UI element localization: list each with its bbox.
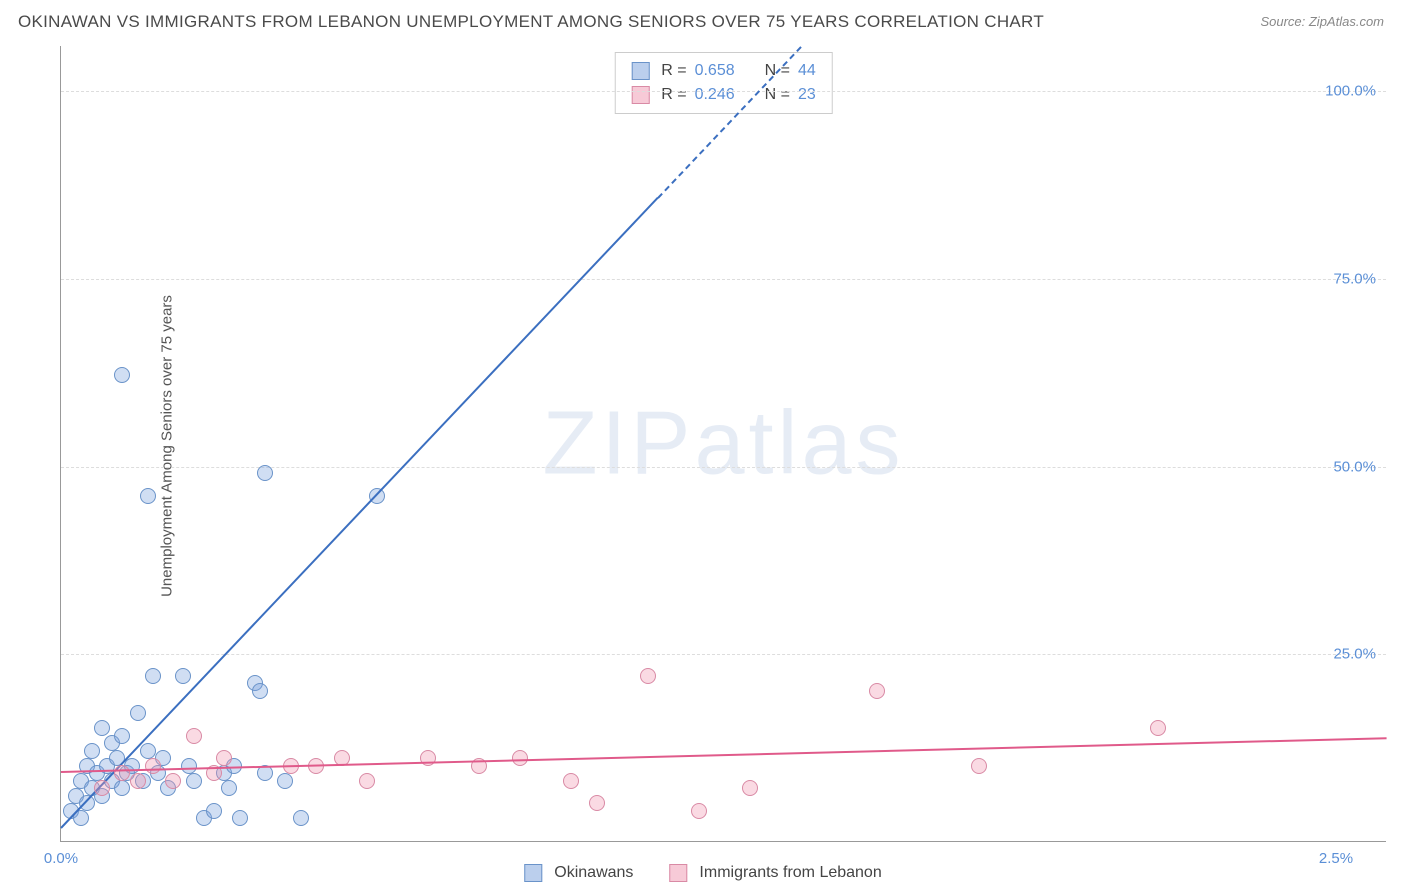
legend-swatch — [524, 864, 542, 882]
r-value: 0.246 — [695, 83, 735, 107]
data-point — [691, 803, 707, 819]
data-point — [140, 743, 156, 759]
data-point — [221, 780, 237, 796]
data-point — [186, 728, 202, 744]
r-label: R = — [661, 83, 686, 107]
data-point — [589, 795, 605, 811]
y-tick-label: 100.0% — [1325, 83, 1376, 100]
data-point — [114, 780, 130, 796]
data-point — [1150, 720, 1166, 736]
data-point — [869, 683, 885, 699]
data-point — [206, 803, 222, 819]
data-point — [94, 720, 110, 736]
data-point — [84, 743, 100, 759]
data-point — [145, 758, 161, 774]
gridline — [61, 654, 1386, 655]
data-point — [232, 810, 248, 826]
data-point — [114, 367, 130, 383]
data-point — [130, 773, 146, 789]
data-point — [277, 773, 293, 789]
data-point — [742, 780, 758, 796]
data-point — [563, 773, 579, 789]
data-point — [252, 683, 268, 699]
data-point — [181, 758, 197, 774]
data-point — [114, 728, 130, 744]
legend-swatch — [631, 62, 649, 80]
gridline — [61, 91, 1386, 92]
regression-line — [60, 197, 658, 829]
data-point — [971, 758, 987, 774]
n-value: 44 — [798, 59, 816, 83]
data-point — [359, 773, 375, 789]
data-point — [140, 488, 156, 504]
legend-label: Immigrants from Lebanon — [699, 864, 881, 882]
data-point — [186, 773, 202, 789]
series-legend: Okinawans Immigrants from Lebanon — [524, 864, 881, 882]
legend-swatch — [631, 86, 649, 104]
stats-legend: R = 0.658N = 44R = 0.246 N = 23 — [614, 52, 833, 114]
gridline — [61, 279, 1386, 280]
data-point — [114, 765, 130, 781]
data-point — [257, 465, 273, 481]
regression-line — [61, 737, 1387, 773]
data-point — [130, 705, 146, 721]
legend-item: Immigrants from Lebanon — [669, 864, 881, 882]
n-label: N = — [765, 83, 790, 107]
legend-label: Okinawans — [554, 864, 633, 882]
chart-title: OKINAWAN VS IMMIGRANTS FROM LEBANON UNEM… — [18, 12, 1044, 32]
r-label: R = — [661, 59, 686, 83]
x-tick-label: 2.5% — [1319, 850, 1353, 867]
y-tick-label: 75.0% — [1333, 270, 1376, 287]
scatter-chart: ZIPatlas R = 0.658N = 44R = 0.246N = 23 … — [60, 46, 1386, 842]
n-value: 23 — [798, 83, 816, 107]
data-point — [420, 750, 436, 766]
watermark-text: ZIPatlas — [542, 392, 904, 495]
data-point — [145, 668, 161, 684]
stats-row: R = 0.658N = 44 — [631, 59, 816, 83]
data-point — [640, 668, 656, 684]
stats-row: R = 0.246 N = 23 — [631, 83, 816, 107]
data-point — [94, 780, 110, 796]
x-tick-label: 0.0% — [44, 850, 78, 867]
y-tick-label: 25.0% — [1333, 646, 1376, 663]
data-point — [175, 668, 191, 684]
y-tick-label: 50.0% — [1333, 458, 1376, 475]
legend-item: Okinawans — [524, 864, 633, 882]
data-point — [293, 810, 309, 826]
data-point — [216, 750, 232, 766]
source-attribution: Source: ZipAtlas.com — [1260, 14, 1384, 29]
r-value: 0.658 — [695, 59, 735, 83]
legend-swatch — [669, 864, 687, 882]
data-point — [165, 773, 181, 789]
